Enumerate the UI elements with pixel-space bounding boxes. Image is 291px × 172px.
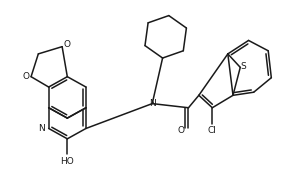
Text: N: N xyxy=(38,124,45,133)
Text: O: O xyxy=(64,40,71,49)
Text: O: O xyxy=(178,126,185,135)
Text: Cl: Cl xyxy=(208,126,217,135)
Text: HO: HO xyxy=(61,157,74,166)
Text: O: O xyxy=(22,72,29,81)
Text: N: N xyxy=(149,99,156,108)
Text: S: S xyxy=(240,62,246,71)
